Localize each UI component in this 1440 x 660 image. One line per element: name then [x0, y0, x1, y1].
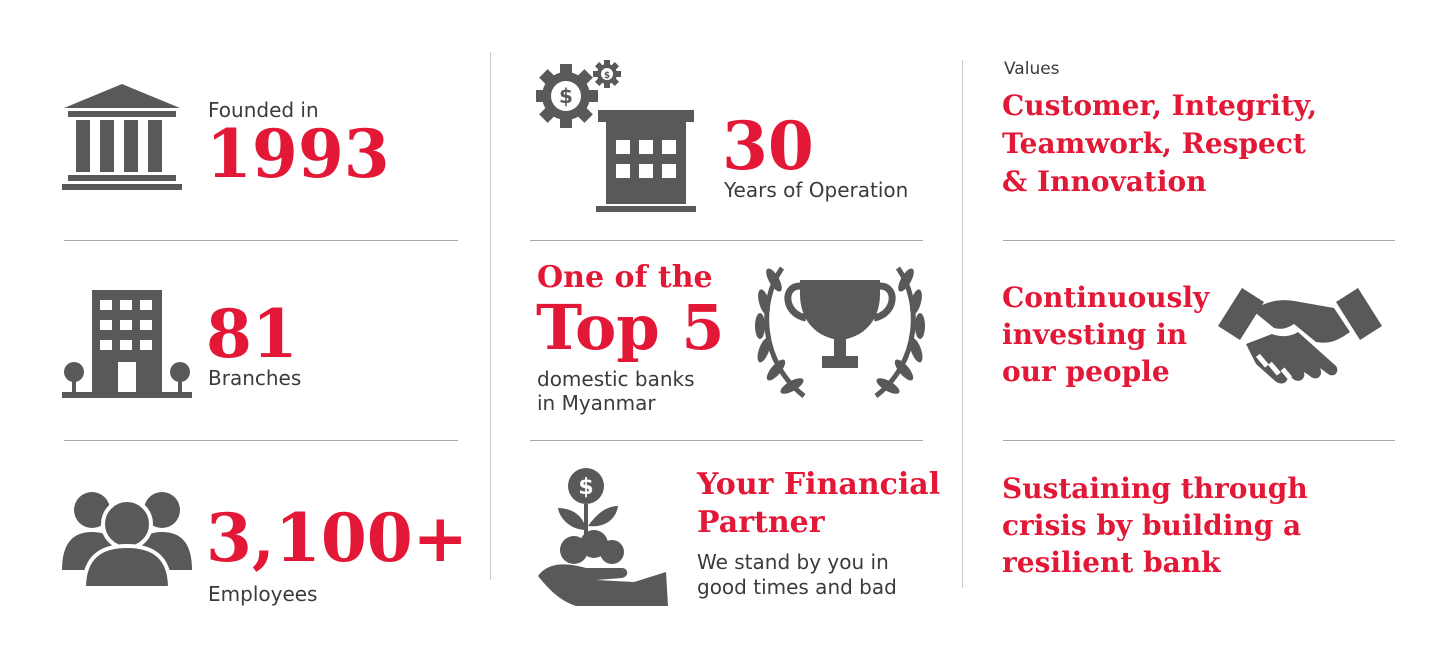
top5-line2: Top 5 — [536, 291, 725, 364]
row-divider — [530, 440, 923, 441]
top5-sub2: in Myanmar — [537, 391, 656, 415]
partner-title-line2: Partner — [697, 505, 825, 540]
bank-building-icon — [60, 84, 184, 192]
people-line1: Continuously — [1002, 281, 1210, 314]
building-gears-icon: $ $ — [536, 60, 696, 214]
resilient-line3: resilient bank — [1002, 546, 1221, 579]
svg-text:$: $ — [578, 475, 593, 500]
values-line1: Customer, Integrity, — [1002, 89, 1318, 122]
svg-text:$: $ — [559, 84, 573, 108]
founded-label: Founded in — [208, 98, 319, 122]
money-plant-hand-icon: $ — [536, 464, 670, 606]
founded-year: 1993 — [206, 115, 390, 193]
column-divider-1 — [490, 52, 491, 580]
operation-label: Years of Operation — [724, 178, 909, 202]
row-divider — [530, 240, 923, 241]
office-building-icon — [60, 288, 194, 400]
column-divider-2 — [962, 60, 963, 588]
row-divider — [64, 440, 458, 441]
values-line3: & Innovation — [1002, 165, 1207, 198]
values-line2: Teamwork, Respect — [1002, 127, 1306, 160]
row-divider — [64, 240, 458, 241]
values-label: Values — [1004, 59, 1060, 79]
resilient-line1: Sustaining through — [1002, 472, 1308, 505]
employees-label: Employees — [208, 582, 318, 606]
employees-count: 3,100+ — [206, 499, 468, 577]
top5-line1: One of the — [537, 260, 713, 295]
partner-title-line1: Your Financial — [697, 467, 941, 502]
branches-label: Branches — [208, 366, 302, 390]
top5-sub1: domestic banks — [537, 367, 695, 391]
trophy-laurel-icon — [752, 262, 928, 402]
resilient-line2: crisis by building a — [1002, 509, 1302, 542]
row-divider — [1003, 440, 1395, 441]
people-line2: investing in — [1002, 318, 1188, 351]
branches-count: 81 — [206, 295, 298, 373]
partner-sub-line2: good times and bad — [697, 575, 897, 599]
people-group-icon — [62, 488, 192, 588]
svg-text:$: $ — [604, 71, 610, 81]
operation-years: 30 — [722, 107, 814, 185]
row-divider — [1003, 240, 1395, 241]
handshake-icon — [1216, 284, 1384, 388]
partner-sub-line1: We stand by you in — [697, 550, 889, 574]
people-line3: our people — [1002, 355, 1170, 388]
